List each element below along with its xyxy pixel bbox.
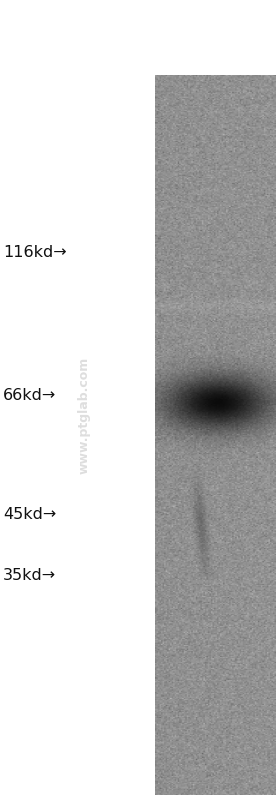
Text: www.ptglab.com: www.ptglab.com: [78, 357, 90, 474]
Text: 116kd→: 116kd→: [3, 244, 66, 260]
Text: 66kd→: 66kd→: [3, 388, 56, 403]
Text: 45kd→: 45kd→: [3, 507, 56, 522]
Text: 35kd→: 35kd→: [3, 568, 56, 583]
